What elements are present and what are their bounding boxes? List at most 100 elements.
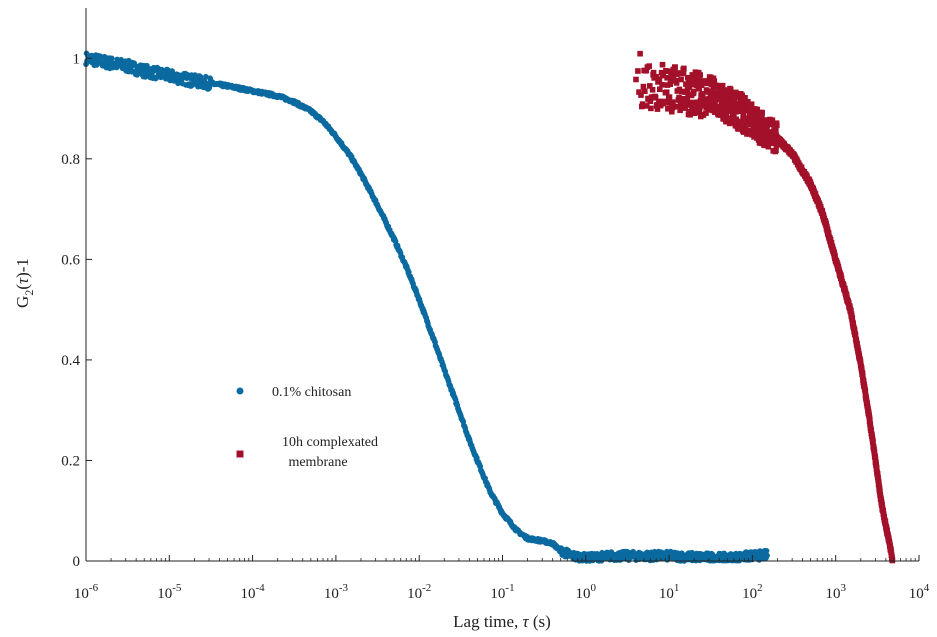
data-point [739,100,745,107]
data-point [827,237,834,243]
data-point [755,115,761,122]
data-point [644,103,650,109]
x-tick-label-6: 100 [576,582,597,602]
data-point [864,400,870,407]
data-point [664,75,670,81]
data-point [674,70,681,76]
data-point [763,548,770,554]
data-point [696,77,702,83]
data-point [706,89,712,95]
data-point [693,105,699,112]
series-1 [633,50,896,564]
data-point [742,107,749,114]
x-tick-label-10: 104 [909,582,930,602]
data-point [743,120,749,127]
data-point [667,77,674,84]
data-point [635,68,641,74]
data-point [761,140,768,147]
x-axis-ticks: 10-6 10-5 10-4 10-3 10-2 10-1 100 101 102 103 104 [74,555,930,602]
data-point [694,73,700,79]
data-point [665,68,672,74]
x-axis-label: Lag time, τ (s) [453,612,551,631]
data-point [647,83,653,89]
data-point [759,109,765,116]
data-point [703,110,709,116]
data-point [712,109,718,115]
data-point [633,76,639,83]
data-point [637,50,643,57]
data-point [681,65,687,72]
data-point [741,115,748,121]
x-tick-label-8: 102 [742,582,763,602]
data-point [698,82,705,88]
data-point [697,72,703,78]
legend-marker-membrane [236,450,244,458]
data-point [773,147,779,154]
data-point [773,142,780,149]
data-point [765,143,772,150]
data-point [877,488,883,495]
x-tick-label-4: 10-2 [407,582,431,602]
data-point [654,106,661,112]
data-point [712,97,719,104]
data-point [723,113,729,120]
data-point [708,94,715,100]
data-point [659,82,665,88]
data-point [650,69,657,76]
data-point [660,72,667,79]
data-point [731,98,738,105]
data-point [681,96,687,102]
data-point [642,88,648,94]
data-point [684,99,690,106]
data-point [747,107,754,113]
data-point [733,89,739,96]
data-point [653,73,659,80]
data-point [758,133,765,140]
data-point [669,108,675,115]
y-tick-label-2: 0.4 [61,353,80,369]
data-point [726,100,732,107]
data-point [639,101,646,107]
data-point [687,112,693,118]
data-point [828,240,835,246]
data-point [870,439,876,445]
data-point [691,88,697,95]
data-point [719,99,725,106]
data-point [109,55,115,62]
data-point [684,96,690,102]
data-point [696,86,703,92]
data-point [686,84,693,91]
data-point [838,275,845,281]
y-tick-label-5: 1 [73,51,81,67]
legend-label-membrane: 10h complexated membrane [282,435,378,470]
data-point [768,138,775,145]
x-tick-label-9: 103 [825,582,846,602]
data-point [640,83,647,90]
data-point [682,105,688,111]
y-axis-label: G2(τ)-1 [13,258,36,308]
data-point [727,86,734,93]
data-point [751,134,757,140]
data-point [719,82,726,89]
data-point [728,119,735,125]
data-point [737,121,744,128]
y-tick-label-1: 0.2 [61,453,80,469]
data-point [643,67,649,74]
data-point [636,89,642,95]
data-point [714,103,721,109]
data-point [709,90,715,96]
data-point [652,95,659,101]
data-point [849,315,856,321]
x-tick-label-7: 101 [659,582,680,602]
data-point [727,96,733,102]
data-point [862,388,869,395]
data-point [880,508,886,514]
data-point [769,117,776,123]
data-point [691,110,698,116]
data-point [867,421,874,428]
axes-layer: 10-6 10-5 10-4 10-3 10-2 10-1 100 101 102 103 104 … [61,8,930,602]
x-tick-label-5: 10-1 [490,582,514,602]
data-point [646,63,652,69]
data-point [754,106,760,113]
